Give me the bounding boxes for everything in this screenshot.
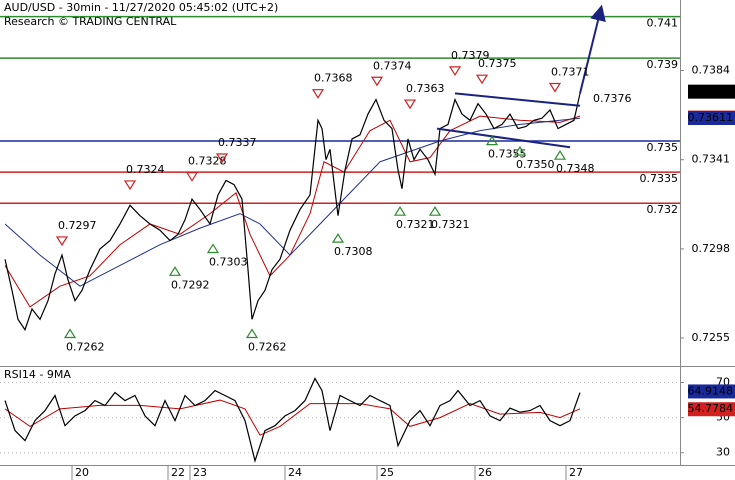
- pivot-bottom-marker: [206, 243, 220, 254]
- pivot-top-marker: [215, 153, 229, 164]
- pivot-top-marker: [548, 82, 562, 93]
- price-badge: [688, 402, 735, 417]
- pivot-label: 0.7321: [431, 218, 470, 231]
- pivot-bottom-marker: [393, 206, 407, 216]
- pivot-label: 0.7337: [218, 136, 257, 149]
- pivot-label: 0.7368: [314, 72, 353, 85]
- chart-subtitle: Research © TRADING CENTRAL: [4, 15, 177, 28]
- level-label: 0.7335: [640, 172, 679, 185]
- forecast-arrow: [579, 4, 606, 94]
- pivot-label: 0.7363: [406, 82, 445, 95]
- price-badge: [688, 84, 735, 99]
- x-tick-label: 26: [478, 466, 492, 479]
- price-badge-label: 0.73611: [688, 111, 734, 124]
- price-line: [4, 93, 581, 332]
- y-tick-label: 0.7298: [692, 242, 731, 255]
- pivot-label: 0.7374: [373, 59, 412, 72]
- pivot-top-marker: [123, 180, 137, 191]
- pivot-bottom-marker: [513, 145, 527, 156]
- pivot-bottom-marker: [168, 266, 182, 276]
- pivot-label: 0.7376: [593, 92, 632, 105]
- pivot-top-marker: [448, 66, 462, 77]
- pivot-bottom-marker: [485, 135, 499, 146]
- moving-average: [4, 115, 581, 308]
- trendline: [436, 127, 571, 149]
- level-label: 0.735: [647, 141, 679, 154]
- pivot-label: 0.7262: [248, 341, 287, 354]
- pivot-bottom-marker: [331, 232, 345, 243]
- pivot-label: 0.7321: [396, 218, 435, 231]
- price-badge-label: 64.9148: [688, 384, 734, 397]
- pivot-top-marker: [185, 172, 199, 182]
- level-label: 0.741: [647, 17, 679, 30]
- x-tick-label: 25: [380, 466, 394, 479]
- pivot-top-marker: [55, 236, 69, 247]
- pivot-top-marker: [370, 76, 384, 87]
- level-label: 0.732: [647, 203, 679, 216]
- pivot-bottom-marker: [553, 150, 567, 160]
- pivot-label: 0.7324: [126, 163, 165, 176]
- pivot-label: 0.7262: [66, 341, 105, 354]
- pivot-top-marker: [311, 89, 325, 99]
- pivot-label: 0.7308: [334, 245, 373, 258]
- moving-average: [4, 399, 581, 436]
- pivot-label: 0.7350: [516, 158, 555, 171]
- y-tick-label: 0.7255: [692, 331, 731, 344]
- pivot-top-marker: [403, 99, 417, 110]
- price-badge-label: 0.73738: [688, 85, 734, 98]
- price-line: [4, 377, 581, 463]
- x-tick-label: 23: [193, 466, 207, 479]
- pivot-top-marker: [475, 74, 489, 85]
- pivot-bottom-marker: [428, 206, 442, 216]
- y-tick-label: 0.7384: [692, 64, 731, 77]
- pivot-label: 0.7371: [551, 65, 590, 78]
- x-tick-label: 22: [171, 466, 185, 479]
- x-tick-label: 20: [75, 466, 89, 479]
- trendline: [454, 92, 581, 107]
- y-tick-label: 30: [716, 446, 730, 459]
- pivot-label: 0.7292: [171, 278, 210, 291]
- pivot-label: 0.7297: [58, 219, 97, 232]
- chart-title: AUD/USD - 30min - 11/27/2020 05:45:02 (U…: [4, 1, 278, 14]
- pivot-label: 0.7303: [209, 255, 248, 268]
- pivot-label: 0.7375: [478, 57, 517, 70]
- x-tick-label: 24: [288, 466, 302, 479]
- level-label: 0.739: [647, 58, 679, 71]
- pivot-bottom-marker: [245, 328, 259, 339]
- pivot-bottom-marker: [63, 328, 77, 339]
- price-badge-label: 54.7784: [688, 402, 734, 415]
- pivot-label: 0.7379: [451, 49, 490, 62]
- price-badge: [688, 384, 735, 399]
- moving-average: [4, 117, 581, 287]
- pivot-label: 0.7348: [556, 162, 595, 175]
- y-tick-label: 0.7341: [692, 153, 731, 166]
- pivot-label: 0.7328: [188, 155, 227, 168]
- rsi-title: RSI14 - 9MA: [4, 368, 71, 381]
- price-badge: [688, 111, 735, 126]
- x-tick-label: 27: [569, 466, 583, 479]
